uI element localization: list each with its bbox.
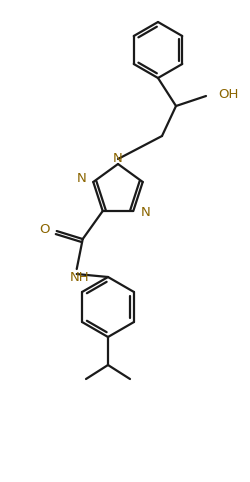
Text: N: N [140,205,149,218]
Text: NH: NH [70,270,89,283]
Text: O: O [39,223,50,236]
Text: OH: OH [217,89,238,102]
Text: N: N [76,173,86,186]
Text: N: N [113,151,122,164]
